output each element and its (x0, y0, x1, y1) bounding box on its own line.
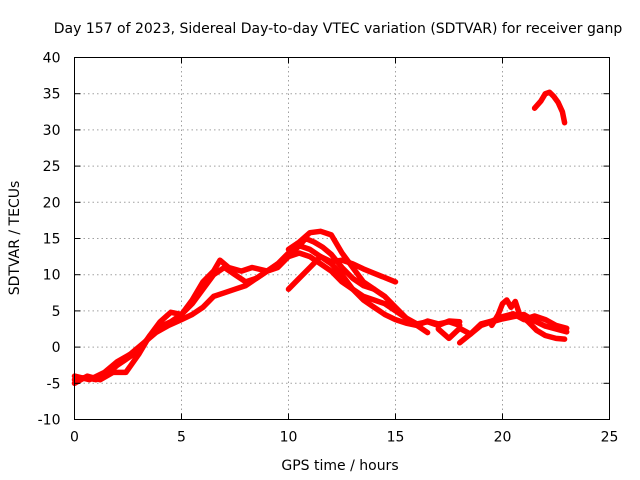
y-tick-label: 40 (43, 51, 61, 67)
y-axis-label: SDTVAR / TECUs (7, 181, 23, 296)
y-tick-label: 15 (43, 232, 61, 248)
series-line-track-8 (489, 297, 568, 342)
y-tick-label: 10 (43, 268, 61, 284)
x-tick-label: 25 (601, 430, 619, 446)
x-tick-label: 20 (494, 430, 512, 446)
grid-layer (74, 57, 610, 420)
tick-layer: 0 5 10 15 20 25 -10 -5 0 5 10 15 20 25 30 35 40 (38, 51, 619, 446)
y-tick-label: 5 (52, 304, 61, 320)
y-tick-label: -5 (47, 376, 61, 392)
x-axis-label: GPS time / hours (281, 458, 398, 474)
y-tick-label: 35 (43, 87, 61, 103)
y-tick-label: -10 (38, 413, 61, 429)
series-line-track-5 (285, 228, 377, 292)
series-line-track-9 (531, 89, 568, 126)
x-tick-label: 0 (70, 430, 79, 446)
x-tick-label: 10 (280, 430, 298, 446)
series-layer (71, 89, 570, 387)
chart-title: Day 157 of 2023, Sidereal Day-to-day VTE… (54, 21, 623, 37)
y-tick-label: 0 (52, 340, 61, 356)
y-tick-label: 20 (43, 195, 61, 211)
series-line-track-4 (285, 253, 463, 329)
y-tick-label: 25 (43, 159, 61, 175)
series-line-track-7 (456, 311, 570, 346)
series-line-track-3 (71, 250, 463, 383)
x-tick-label: 5 (177, 430, 186, 446)
y-tick-label: 30 (43, 123, 61, 139)
x-tick-label: 15 (387, 430, 405, 446)
